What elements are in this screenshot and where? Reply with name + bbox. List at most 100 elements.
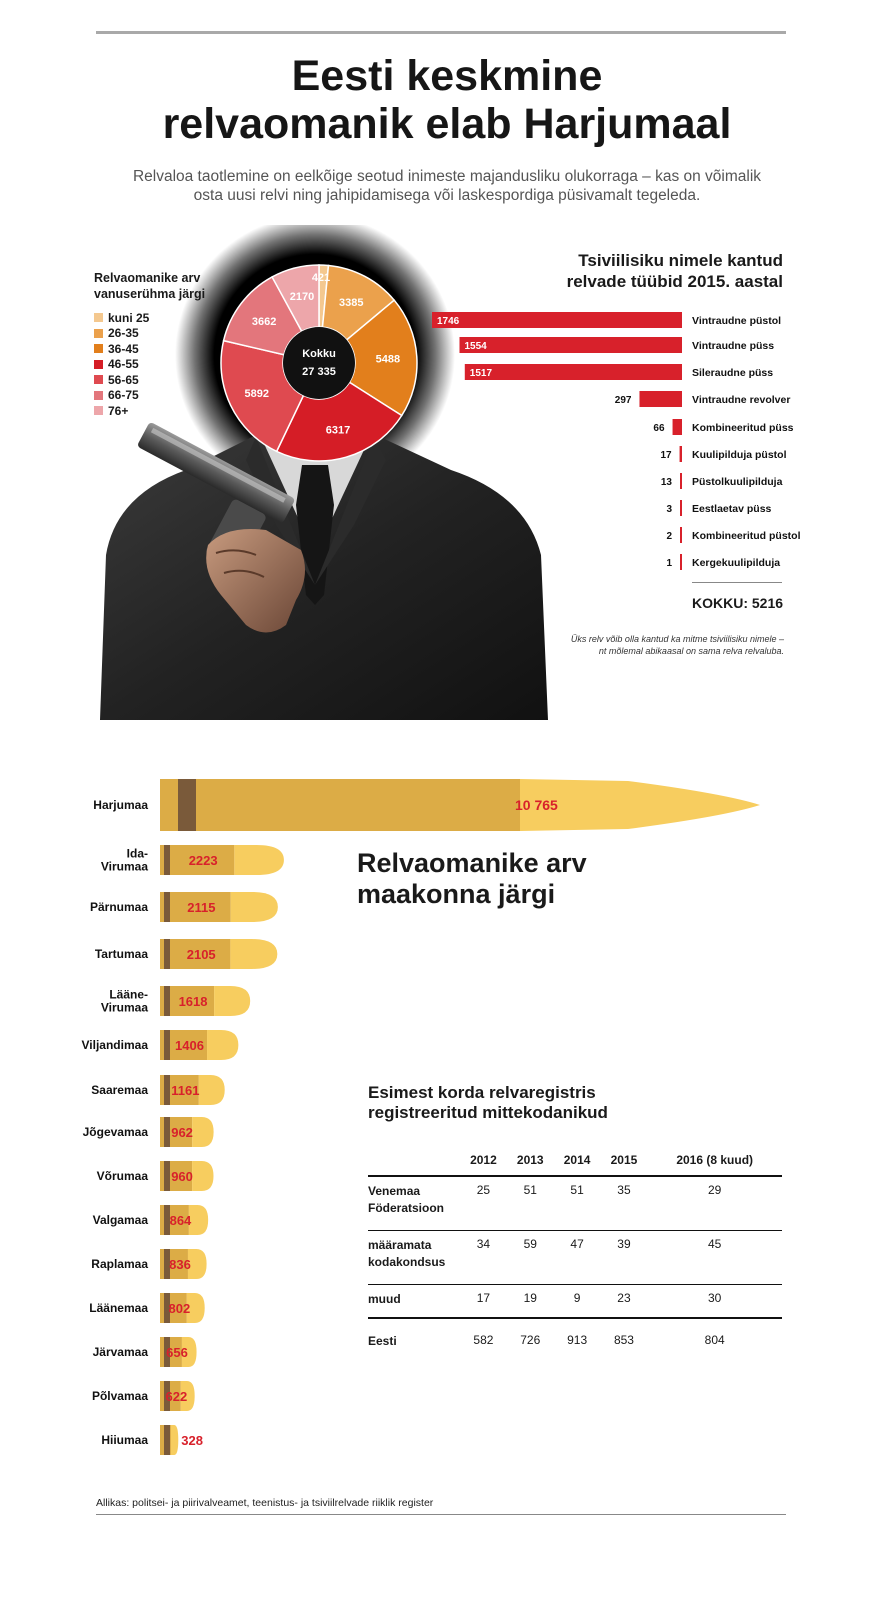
legend-swatch [94, 375, 103, 385]
table-row: Venemaa Föderatsioon 25 51 51 35 29 [368, 1176, 782, 1231]
bullet-tip [180, 1381, 195, 1411]
county-label: Järvamaa [93, 1345, 149, 1359]
weapon-bar [680, 554, 682, 570]
bullet-tip [186, 1293, 205, 1323]
row-label-line-2: Föderatsioon [368, 1201, 445, 1215]
table-cell: 913 [567, 1333, 588, 1347]
bullet-casing [170, 1337, 182, 1367]
weapon-total-divider [692, 582, 782, 583]
page-subtitle: Relvaloa taotlemine on eelkõige seotud i… [90, 167, 804, 205]
bullet-value-label: 2115 [187, 900, 215, 915]
age-legend: kuni 25 26-35 36-45 46-55 56-65 66-75 76+ [94, 310, 149, 419]
county-label: Virumaa [101, 860, 148, 874]
table-cell: 19 [506, 1284, 554, 1319]
weapon-types-title: Tsiviilisiku nimele kantud relvade tüübi… [530, 250, 783, 292]
county-label: Lääne- [109, 988, 148, 1002]
bullet-value-label: 10 765 [515, 797, 558, 813]
table-cell: 45 [647, 1230, 782, 1285]
row-label: muud [368, 1284, 460, 1319]
weapon-types-bar-chart: 1746 Vintraudne püstol 1554 Vintraudne püss… [432, 312, 801, 570]
weapon-bar [680, 527, 682, 543]
age-legend-title-line-2: vanuserühma järgi [94, 287, 206, 301]
legend-item: 46-55 [94, 357, 149, 373]
bullet-primer [164, 1161, 170, 1191]
weapon-bar [432, 312, 682, 328]
legend-item: 26-35 [94, 326, 149, 342]
bullet-casing [170, 1249, 188, 1279]
weapon-value-label: 1554 [464, 341, 487, 352]
row-label-line-2: kodakondsus [368, 1255, 446, 1269]
donut-center [283, 327, 355, 399]
bullet-primer [164, 986, 170, 1016]
county-label: Põlvamaa [92, 1389, 148, 1403]
weapon-bar [679, 446, 682, 462]
legend-label: 36-45 [108, 341, 139, 356]
bullet-rim [160, 779, 180, 831]
donut-slice-label: 5892 [245, 388, 269, 400]
donut-center-value: 27 335 [302, 366, 336, 378]
bullet-value-label: 1618 [179, 994, 208, 1009]
donut-slice-label: 3662 [252, 316, 276, 328]
donut-slice-label: 5488 [376, 354, 400, 366]
county-label: Viljandimaa [82, 1038, 149, 1052]
county-chart-title-line-1: Relvaomanike arv [357, 848, 587, 878]
age-group-donut-chart: Kokku 27 335 421 3385 5488 6317 5892 3662 2170 [220, 264, 418, 462]
bullet-rim [160, 1205, 164, 1235]
bullet-tip [187, 1249, 207, 1279]
row-label-line-1: muud [368, 1292, 401, 1306]
bullet-casing [196, 779, 520, 831]
source-note: Allikas: politsei- ja piirivalveamet, te… [96, 1497, 434, 1509]
bullet-casing [170, 986, 215, 1016]
weapon-category-label: Püstolkuulipilduja [692, 476, 783, 488]
weapon-types-title-line-1: Tsiviilisiku nimele kantud [578, 251, 783, 270]
bullet-primer [164, 1117, 170, 1147]
bullet-primer [164, 1293, 170, 1323]
noncitizens-table: 2012 2013 2014 2015 2016 (8 kuud) Venema… [368, 1145, 782, 1380]
legend-swatch [94, 328, 103, 338]
bullet-primer [164, 1381, 170, 1411]
bullet-value-label: 2105 [187, 947, 216, 962]
legend-item: kuni 25 [94, 310, 149, 326]
table-cell: 25 [460, 1176, 507, 1231]
weapon-bar [680, 500, 682, 516]
bullet-casing [170, 1075, 199, 1105]
subtitle-line-2: osta uusi relvi ning jahipidamisega või … [193, 187, 701, 204]
bullet-tip [230, 939, 278, 969]
weapon-value-label: 13 [661, 477, 673, 488]
weapon-bar [680, 473, 682, 489]
legend-item: 66-75 [94, 388, 149, 404]
bullet-value-label: 328 [181, 1433, 203, 1448]
title-line-2: relvaomanik elab Harjumaal [162, 100, 732, 148]
weapon-bar [464, 364, 682, 380]
weapon-category-label: Kuulipilduja püstol [692, 449, 787, 461]
donut-center-label: Kokku [302, 348, 336, 360]
county-chart-title: Relvaomanike arv maakonna järgi [357, 848, 587, 910]
weapon-category-label: Kergekuulipilduja [692, 557, 780, 569]
bullet-value-label: 656 [166, 1345, 188, 1360]
bullet-casing [170, 892, 231, 922]
bullet-tip [192, 1117, 214, 1147]
bottom-divider [96, 1514, 786, 1515]
weapon-value-label: 297 [615, 395, 632, 406]
bullet-rim [160, 892, 164, 922]
weapon-category-label: Kombineeritud püss [692, 422, 794, 434]
county-chart-title-line-2: maakonna järgi [357, 879, 556, 909]
bullet-tip [181, 1337, 197, 1367]
table-cell: 726 [520, 1333, 541, 1347]
bullet-rim [160, 845, 164, 875]
bullet-value-label: 1161 [171, 1083, 199, 1098]
bullet-primer [164, 1425, 170, 1455]
noncitizens-table-title-line-1: Esimest korda relvaregistris [368, 1083, 596, 1102]
table-header-cell: 2014 [553, 1145, 601, 1177]
table-header-cell: 2016 (8 kuud) [647, 1145, 782, 1177]
bullet-rim [160, 1117, 164, 1147]
table-cell: 47 [553, 1230, 601, 1285]
bullet-tip [520, 779, 760, 831]
weapon-bar [639, 391, 682, 407]
bullet-tip [207, 1030, 239, 1060]
bullet-rim [160, 1337, 164, 1367]
weapon-types-title-line-2: relvade tüübid 2015. aastal [566, 272, 783, 291]
bullet-tip [214, 986, 251, 1016]
age-legend-title-line-1: Relvaomanike arv [94, 271, 201, 285]
table-cell: 29 [647, 1176, 782, 1231]
